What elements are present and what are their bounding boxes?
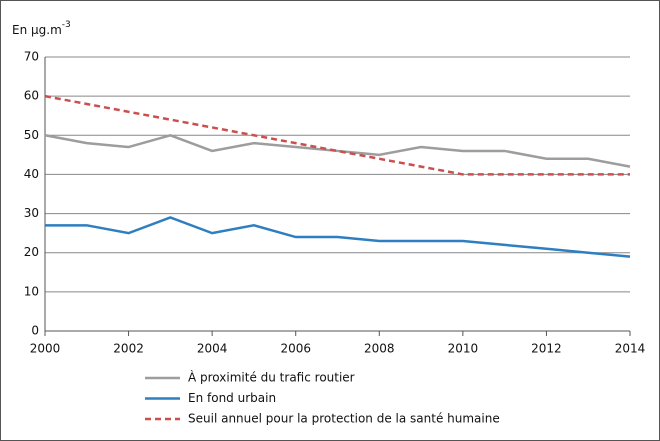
x-tick-label: 2008 [364,342,395,356]
x-tick-label: 2004 [197,342,228,356]
x-tick-label: 2006 [280,342,311,356]
y-tick-label: 40 [24,167,39,181]
x-tick-label: 2012 [531,342,562,356]
legend-label: Seuil annuel pour la protection de la sa… [188,412,500,426]
x-tick-label: 2002 [113,342,144,356]
y-tick-label: 20 [24,245,39,259]
x-tick-label: 2010 [448,342,479,356]
x-tick-label: 2014 [615,342,646,356]
legend-label: À proximité du trafic routier [188,370,355,385]
series-line [45,216,631,258]
y-tick-label: 10 [24,284,39,298]
y-tick-label: 50 [24,128,39,142]
series-line [44,133,631,168]
legend-label: En fond urbain [188,391,276,405]
y-axis-label: En µg.m-3 [12,20,71,37]
y-label-sup: -3 [62,20,71,30]
y-tick-label: 60 [24,89,39,103]
y-tick-label: 70 [24,50,39,64]
y-tick-label: 30 [24,206,39,220]
series-line [44,94,630,176]
y-label-text: En µg.m [12,23,62,37]
x-tick-label: 2000 [30,342,61,356]
y-tick-label: 0 [31,324,39,338]
